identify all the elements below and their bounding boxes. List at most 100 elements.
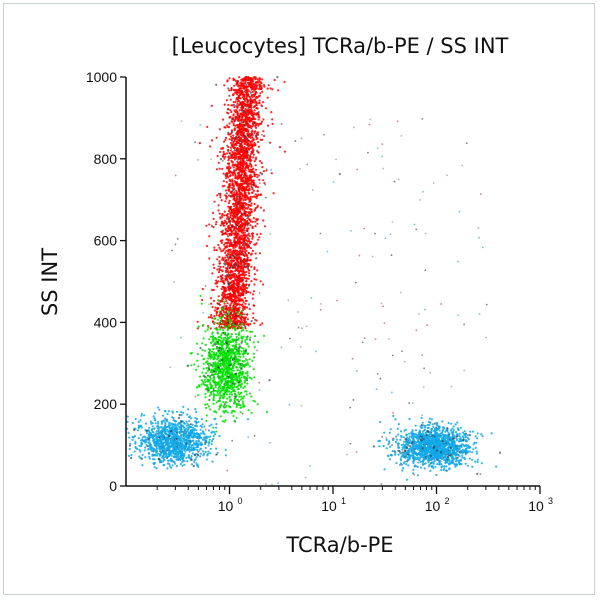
data-point xyxy=(250,85,253,88)
data-point xyxy=(233,239,236,242)
data-point xyxy=(227,288,230,291)
data-point xyxy=(245,376,248,379)
data-point xyxy=(224,339,227,342)
data-point xyxy=(235,283,238,286)
data-point xyxy=(189,352,192,355)
data-point xyxy=(242,405,245,408)
data-point xyxy=(222,310,226,314)
data-point xyxy=(209,383,212,386)
data-point xyxy=(260,120,263,123)
data-point xyxy=(195,386,199,389)
data-point xyxy=(305,325,308,328)
data-point xyxy=(269,87,272,90)
data-point xyxy=(180,410,183,414)
data-point xyxy=(236,106,239,109)
data-point xyxy=(197,394,200,397)
data-point xyxy=(259,171,262,174)
data-point xyxy=(223,286,226,289)
data-point xyxy=(164,417,167,420)
data-point xyxy=(219,364,222,367)
data-point xyxy=(339,172,341,175)
data-point xyxy=(422,385,425,388)
data-point xyxy=(218,167,221,170)
data-point xyxy=(212,387,215,390)
data-point xyxy=(215,312,218,315)
data-point xyxy=(242,397,245,400)
data-point xyxy=(151,425,154,428)
data-point xyxy=(147,448,150,451)
data-point xyxy=(254,208,257,211)
data-point xyxy=(251,293,255,296)
data-point xyxy=(421,117,424,120)
data-point xyxy=(232,124,235,127)
data-point xyxy=(262,130,265,133)
data-point xyxy=(250,183,253,186)
data-point xyxy=(244,108,247,111)
data-point xyxy=(299,168,302,170)
data-point xyxy=(224,126,227,129)
data-point xyxy=(350,229,352,232)
data-point xyxy=(235,310,238,314)
data-point xyxy=(249,101,252,105)
data-point xyxy=(235,403,238,406)
data-point xyxy=(242,109,245,113)
data-point xyxy=(227,250,230,253)
data-point xyxy=(242,335,245,338)
data-point xyxy=(250,210,253,213)
data-point xyxy=(245,277,249,280)
data-point xyxy=(248,90,251,93)
data-point xyxy=(210,390,213,393)
data-point xyxy=(251,188,254,191)
data-point xyxy=(228,368,231,371)
data-point xyxy=(215,83,218,86)
data-point xyxy=(136,429,140,432)
data-point xyxy=(252,98,255,101)
data-point xyxy=(235,169,238,172)
data-point xyxy=(180,120,183,122)
data-point xyxy=(233,375,236,378)
data-point xyxy=(247,79,250,82)
data-point xyxy=(222,150,225,153)
data-point xyxy=(375,388,378,391)
data-point xyxy=(220,307,223,310)
data-point xyxy=(194,141,196,144)
data-point xyxy=(224,290,227,293)
data-point xyxy=(215,220,218,224)
data-point xyxy=(239,378,242,381)
data-point xyxy=(238,300,241,303)
data-point xyxy=(254,168,258,171)
data-point xyxy=(242,85,245,88)
data-point xyxy=(231,187,234,190)
data-point xyxy=(236,279,239,282)
data-point xyxy=(233,242,237,245)
data-point xyxy=(243,224,246,228)
data-point xyxy=(223,305,226,308)
data-point xyxy=(208,368,211,372)
data-point xyxy=(216,364,219,367)
data-point xyxy=(243,260,246,263)
data-point xyxy=(241,370,244,373)
data-point xyxy=(252,170,255,173)
data-point xyxy=(224,155,227,158)
data-point xyxy=(228,138,231,141)
data-point xyxy=(224,256,227,259)
data-point xyxy=(229,211,232,214)
data-point xyxy=(232,247,235,250)
data-point xyxy=(231,180,234,183)
data-point xyxy=(234,302,237,305)
data-point xyxy=(225,308,228,311)
data-point xyxy=(242,355,245,358)
chart-title: [Leucocytes] TCRa/b-PE / SS INT xyxy=(171,34,509,58)
data-point xyxy=(222,155,225,158)
data-point xyxy=(247,265,250,268)
data-point xyxy=(236,165,239,168)
data-point xyxy=(187,454,190,457)
data-point xyxy=(218,392,222,395)
data-point xyxy=(237,314,240,317)
data-point xyxy=(280,123,283,125)
data-point xyxy=(212,434,215,438)
data-point xyxy=(226,312,229,315)
data-point xyxy=(358,254,361,257)
data-point xyxy=(190,455,193,458)
data-point xyxy=(244,296,247,300)
